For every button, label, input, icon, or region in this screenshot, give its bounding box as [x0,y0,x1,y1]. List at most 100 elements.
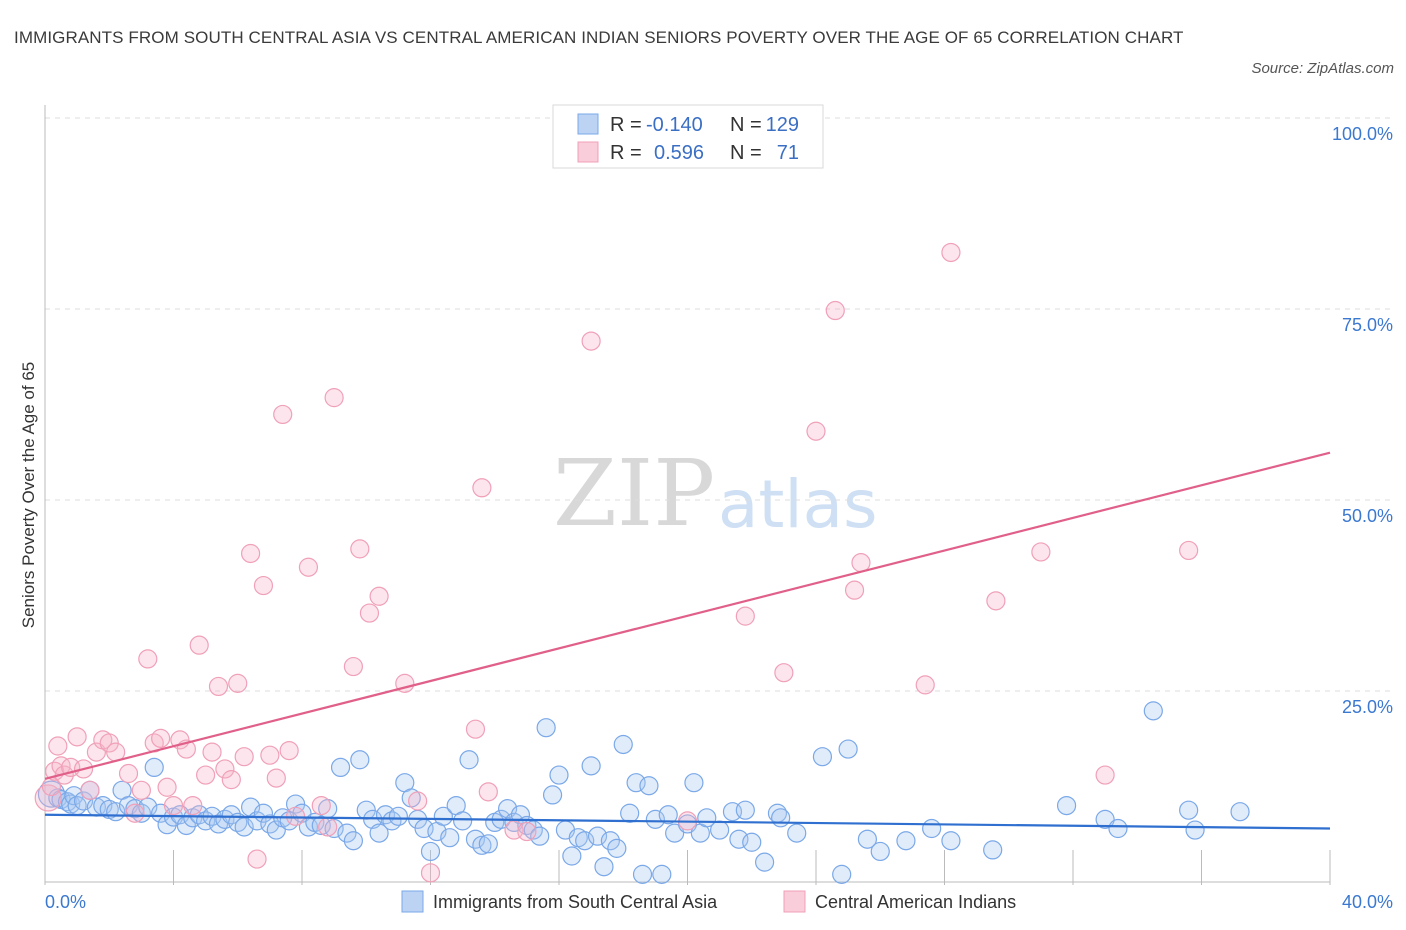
data-point [1230,802,1250,822]
data-point [234,747,254,767]
legend-n-label-1: N = [730,114,762,136]
data-point [34,784,62,812]
data-point [1031,542,1051,562]
data-point [536,718,556,738]
data-point [459,750,479,770]
data-point [983,840,1003,860]
data-point [253,575,274,596]
y-tick-label: 50.0% [1342,506,1393,526]
data-point [478,782,498,802]
legend-r-label-2: R = [610,142,642,164]
data-point [330,757,351,778]
data-point [228,673,248,693]
data-point [1108,818,1128,839]
data-point [684,773,704,793]
data-point [215,759,235,779]
data-point [825,300,845,321]
data-point [48,736,68,756]
legend-n-value-1: 129 [766,114,799,136]
data-point [67,727,87,747]
data-point [941,831,961,851]
legend-swatch-blue [577,113,599,135]
chart-title: IMMIGRANTS FROM SOUTH CENTRAL ASIA VS CE… [14,28,1184,47]
data-point [1179,540,1199,561]
axes [44,105,1331,885]
data-point [922,818,942,839]
data-point [844,580,865,600]
data-point [343,831,363,851]
data-point [710,820,730,840]
trend-line-0 [44,813,1331,830]
data-point [163,795,184,816]
legend-r-label-1: R = [610,114,642,136]
data-point [433,806,453,826]
data-point [742,832,762,852]
data-point [343,656,363,677]
series-south-central-asia [37,701,1250,884]
data-point [37,780,66,808]
data-point [241,543,261,564]
data-point [812,747,833,767]
data-point [1179,800,1199,820]
data-point [896,831,916,851]
data-point [806,421,826,441]
data-point [157,777,177,797]
data-point [465,719,486,739]
data-point [517,821,537,842]
data-point [420,841,441,862]
data-point [196,765,216,785]
data-point [324,388,344,408]
data-point [260,745,280,765]
source-credit: Source: ZipAtlas.com [1251,60,1394,77]
data-point [530,826,550,846]
bottom-legend-swatch-pink [783,890,806,913]
legend-r-value-2: 0.596 [654,142,704,164]
data-point [600,831,621,851]
data-point [581,756,601,776]
data-point [613,734,633,755]
y-axis-label: Seniors Poverty Over the Age of 65 [19,362,38,628]
data-point [620,803,640,823]
data-point [607,838,627,858]
data-point [183,795,203,816]
data-point [472,478,492,498]
data-point [420,863,441,883]
data-point [870,841,890,862]
trend-line-1 [44,451,1331,780]
data-point [581,331,601,351]
data-point [652,864,672,884]
data-point [1185,820,1205,840]
data-point [1056,795,1077,816]
data-point [787,823,807,843]
x-tick-label-max: 40.0% [1342,892,1393,912]
y-tick-label: 100.0% [1332,124,1393,144]
data-point [735,800,755,820]
trend-lines [44,451,1331,830]
data-point [658,805,678,825]
data-point [221,770,241,790]
data-point [915,675,935,695]
data-point [208,676,229,697]
data-point [986,591,1006,611]
data-point [774,663,794,683]
bottom-legend-swatch-blue [401,890,424,913]
y-tick-label: 25.0% [1342,697,1393,717]
data-point [125,803,145,823]
data-point [408,791,428,811]
data-point [189,635,209,655]
data-point [941,242,961,263]
bottom-legend-label-pink: Central American Indians [815,892,1016,912]
data-point [131,780,151,800]
y-tick-label: 75.0% [1342,315,1393,335]
data-point [594,857,614,877]
data-point [337,823,357,843]
data-point [221,805,241,825]
gridlines [45,117,1395,692]
data-point [350,539,370,559]
series-central-american-indians [34,242,1199,883]
data-point [266,768,286,788]
data-point [80,780,100,800]
data-point [118,763,139,784]
series-legend: Immigrants from South Central Asia Centr… [401,890,1016,913]
bottom-legend-label-blue: Immigrants from South Central Asia [433,892,718,912]
